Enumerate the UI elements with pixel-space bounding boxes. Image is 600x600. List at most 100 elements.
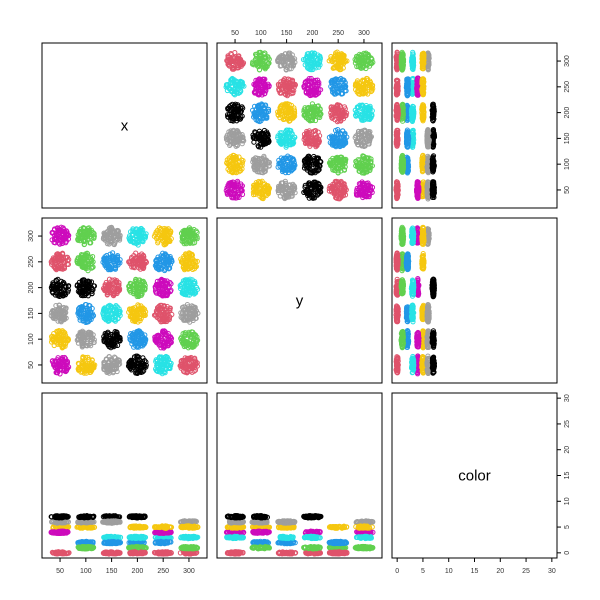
data-point [354,185,360,191]
data-point [338,168,344,174]
data-point [361,163,367,169]
data-point [112,365,118,371]
data-point [279,180,285,186]
data-point [62,330,68,336]
data-point [232,169,238,175]
data-point [394,49,400,55]
point-cluster [250,178,273,202]
data-point [138,363,144,369]
data-point [63,332,69,339]
data-point [318,111,324,117]
data-point [415,187,421,193]
point-cluster [429,153,437,175]
data-point [286,127,292,133]
data-point [237,78,244,85]
data-point [355,59,361,65]
point-cluster [301,153,324,176]
data-point [307,166,313,172]
data-point [333,127,339,134]
data-point [313,161,319,167]
data-point [133,364,139,370]
data-point [257,58,263,64]
data-point [314,155,320,161]
data-point [420,115,426,122]
data-point [76,367,82,373]
data-point [340,52,346,59]
data-point [127,336,133,342]
data-point [237,187,243,193]
point-cluster [326,49,350,73]
data-point [331,141,337,147]
data-point [336,108,342,115]
point-cluster [224,152,246,176]
data-point [53,369,59,376]
point-cluster [301,101,324,124]
data-point [366,53,372,59]
data-point [227,59,233,65]
data-point [404,93,410,99]
data-point [430,110,436,116]
data-point [361,108,367,114]
data-point [310,112,317,118]
data-point [132,340,138,346]
data-point [431,188,437,194]
data-point [366,141,372,147]
point-cluster [393,127,401,149]
data-point [285,91,291,97]
data-point [233,132,239,138]
data-point [252,109,258,116]
data-point [366,191,372,198]
data-point [286,187,292,193]
data-point [341,157,347,163]
panel-x-vs-x: x [41,42,208,209]
panel-frame [41,42,208,209]
data-point [139,358,145,364]
data-point [330,89,336,95]
data-point [315,61,321,67]
data-point [365,132,372,138]
data-point [420,62,426,68]
data-point [307,118,313,124]
data-point [75,340,82,346]
data-point [302,82,308,88]
data-point [57,339,63,346]
data-point [229,160,235,166]
data-point [410,107,416,114]
data-point [283,141,289,147]
data-point [49,334,55,340]
data-point [405,86,411,92]
data-point [404,170,411,176]
data-point [287,166,293,173]
data-point [234,113,240,119]
data-point [302,79,309,85]
data-point [360,91,366,97]
data-point [312,51,318,57]
data-point [164,342,171,348]
data-point [394,129,401,135]
point-cluster [328,75,349,97]
data-point [165,362,171,369]
data-point [257,185,263,191]
point-cluster [398,152,406,175]
data-point [335,83,341,89]
data-point [58,356,65,362]
data-point [57,332,63,339]
point-cluster [326,127,350,150]
data-point [312,131,318,137]
data-point [289,167,295,173]
data-point [80,354,86,360]
data-point [59,329,65,335]
data-point [136,328,142,334]
data-point [430,179,436,185]
point-cluster [424,127,432,150]
point-cluster [393,77,401,98]
data-point [233,83,239,89]
data-point [104,340,110,346]
data-point [316,185,322,191]
data-point [239,191,246,197]
data-point [291,183,297,189]
data-point [230,118,236,124]
data-point [359,130,365,137]
data-point [228,51,234,57]
data-point [137,339,144,345]
